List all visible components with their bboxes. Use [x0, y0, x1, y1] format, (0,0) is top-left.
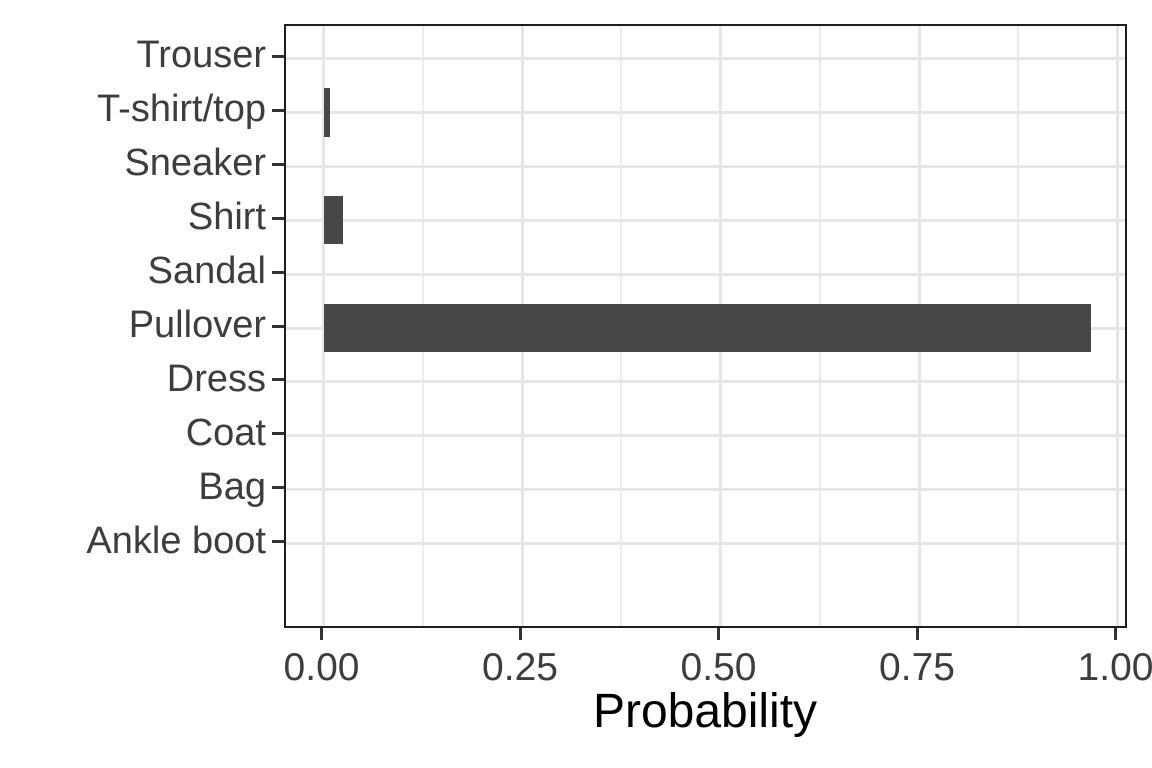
y-tick-mark — [272, 540, 284, 544]
grid-major-horizontal — [286, 488, 1125, 492]
grid-major-horizontal — [286, 434, 1125, 438]
y-tick-label: Coat — [185, 412, 266, 455]
x-tick-label: 1.00 — [1077, 646, 1152, 689]
y-tick-mark — [272, 54, 284, 58]
y-tick-label: Shirt — [187, 196, 266, 239]
grid-major-horizontal — [286, 542, 1125, 546]
grid-major-horizontal — [286, 218, 1125, 222]
plot-panel — [284, 24, 1127, 628]
bar-t-shirt-top — [323, 88, 330, 137]
y-tick-mark — [272, 216, 284, 220]
x-axis-title: Probability — [592, 685, 818, 738]
x-tick-label: 0.50 — [680, 646, 757, 689]
y-tick-mark — [272, 108, 284, 112]
grid-major-horizontal — [286, 380, 1125, 384]
x-tick-mark — [1114, 628, 1117, 640]
y-tick-label: T-shirt/top — [97, 88, 266, 131]
grid-major-vertical — [1116, 26, 1119, 626]
y-tick-label: Pullover — [128, 304, 266, 347]
y-tick-label: Trouser — [136, 34, 266, 77]
bar-shirt — [323, 195, 344, 245]
y-tick-mark — [272, 270, 284, 274]
x-tick-mark — [320, 628, 323, 640]
grid-major-horizontal — [286, 56, 1125, 60]
grid-major-horizontal — [286, 110, 1125, 114]
x-tick-label: 0.25 — [482, 646, 558, 689]
bar-pullover — [323, 303, 1092, 353]
y-tick-mark — [272, 486, 284, 490]
y-tick-mark — [272, 378, 284, 382]
x-tick-label: 0.00 — [283, 646, 360, 689]
grid-major-horizontal — [286, 272, 1125, 276]
x-tick-mark — [717, 628, 720, 640]
y-tick-label: Ankle boot — [86, 519, 266, 562]
x-tick-mark — [915, 628, 919, 640]
y-tick-mark — [272, 324, 284, 328]
y-tick-label: Sneaker — [124, 142, 266, 185]
y-tick-mark — [272, 432, 284, 436]
x-tick-mark — [518, 628, 522, 640]
y-tick-mark — [272, 162, 284, 166]
grid-major-horizontal — [286, 164, 1125, 168]
x-tick-label: 0.75 — [879, 646, 955, 689]
y-tick-label: Bag — [198, 466, 266, 509]
y-tick-label: Sandal — [147, 250, 266, 293]
y-tick-label: Dress — [166, 358, 266, 401]
